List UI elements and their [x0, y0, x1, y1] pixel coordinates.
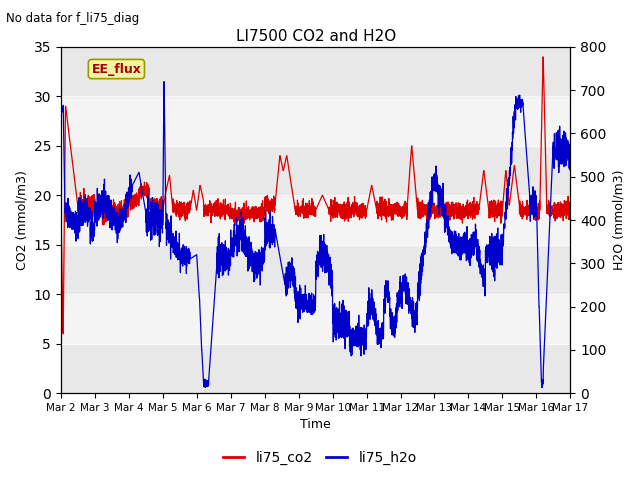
Title: LI7500 CO2 and H2O: LI7500 CO2 and H2O — [236, 29, 396, 44]
Bar — [61, 195, 570, 245]
Bar — [61, 344, 570, 393]
Bar — [61, 245, 570, 294]
Bar — [61, 47, 570, 96]
Bar — [61, 294, 570, 344]
Bar — [61, 96, 570, 146]
Y-axis label: H2O (mmol/m3): H2O (mmol/m3) — [612, 170, 625, 270]
Y-axis label: CO2 (mmol/m3): CO2 (mmol/m3) — [15, 170, 28, 270]
Text: EE_flux: EE_flux — [92, 62, 141, 75]
X-axis label: Time: Time — [300, 419, 331, 432]
Text: No data for f_li75_diag: No data for f_li75_diag — [6, 12, 140, 25]
Bar — [61, 146, 570, 195]
Legend: li75_co2, li75_h2o: li75_co2, li75_h2o — [218, 445, 422, 471]
